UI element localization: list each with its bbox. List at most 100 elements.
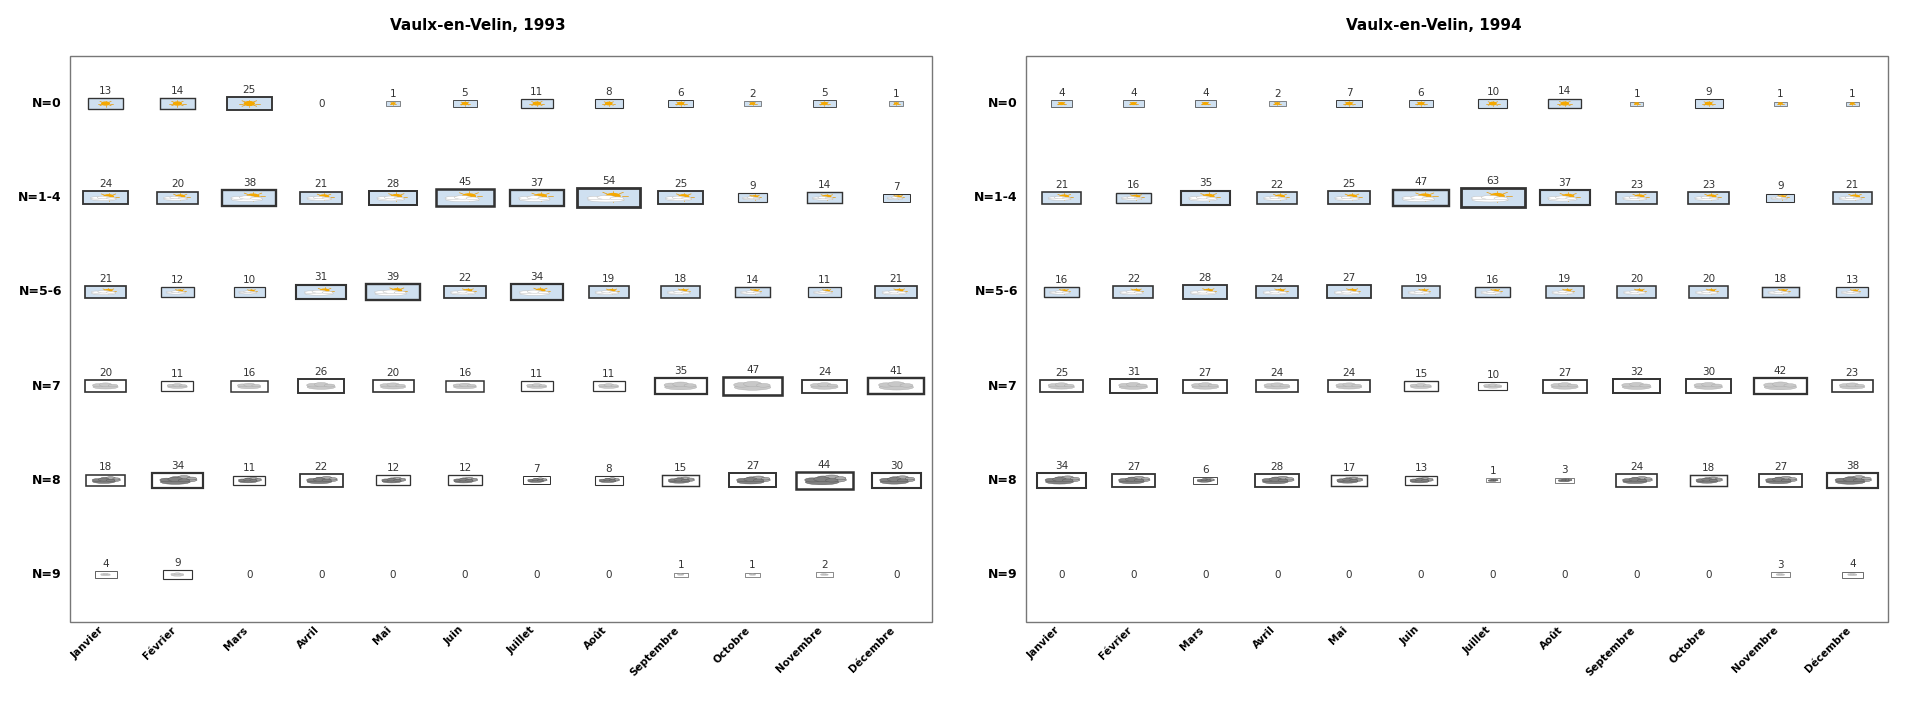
- Ellipse shape: [1119, 383, 1132, 387]
- Ellipse shape: [1774, 478, 1797, 482]
- Circle shape: [824, 290, 830, 292]
- FancyBboxPatch shape: [1113, 286, 1153, 298]
- Ellipse shape: [1702, 382, 1715, 387]
- Text: 21: 21: [315, 180, 327, 189]
- Ellipse shape: [826, 197, 834, 199]
- Text: 34: 34: [170, 461, 184, 470]
- Ellipse shape: [1765, 385, 1797, 390]
- Ellipse shape: [1191, 292, 1216, 295]
- Ellipse shape: [897, 475, 908, 480]
- Ellipse shape: [1126, 291, 1138, 293]
- Text: 9: 9: [1706, 87, 1711, 97]
- Circle shape: [1778, 103, 1782, 104]
- Ellipse shape: [537, 478, 543, 480]
- Ellipse shape: [667, 479, 677, 481]
- Ellipse shape: [308, 480, 333, 483]
- Ellipse shape: [308, 385, 335, 390]
- Text: 6: 6: [1203, 465, 1208, 475]
- Text: 7: 7: [893, 182, 901, 192]
- Circle shape: [1203, 195, 1214, 198]
- Ellipse shape: [1495, 480, 1497, 481]
- Ellipse shape: [533, 478, 539, 480]
- Text: 0: 0: [1130, 570, 1136, 579]
- Text: N=7: N=7: [33, 379, 61, 393]
- Ellipse shape: [1403, 198, 1434, 201]
- Text: 13: 13: [1415, 463, 1428, 473]
- Ellipse shape: [1120, 292, 1143, 294]
- Ellipse shape: [1788, 478, 1797, 480]
- Circle shape: [1489, 193, 1505, 199]
- Ellipse shape: [1558, 480, 1570, 482]
- Ellipse shape: [734, 385, 771, 390]
- Ellipse shape: [610, 292, 618, 293]
- Ellipse shape: [805, 478, 820, 482]
- Ellipse shape: [1271, 478, 1294, 482]
- Text: 9: 9: [1776, 182, 1784, 191]
- Text: 6: 6: [1417, 88, 1424, 98]
- FancyBboxPatch shape: [151, 473, 203, 488]
- Ellipse shape: [1767, 480, 1792, 483]
- Circle shape: [1780, 290, 1786, 292]
- Text: 25: 25: [1342, 180, 1356, 189]
- Text: 4: 4: [1203, 88, 1208, 98]
- Text: 0: 0: [1562, 570, 1568, 579]
- Ellipse shape: [677, 574, 681, 575]
- Text: 28: 28: [386, 179, 400, 188]
- Ellipse shape: [1566, 292, 1574, 293]
- Ellipse shape: [1637, 292, 1646, 293]
- Circle shape: [608, 289, 616, 292]
- Circle shape: [1637, 290, 1642, 292]
- Ellipse shape: [321, 197, 331, 199]
- Text: 18: 18: [1774, 274, 1788, 284]
- Ellipse shape: [614, 478, 619, 480]
- Text: 8: 8: [606, 87, 612, 97]
- FancyBboxPatch shape: [1763, 286, 1799, 297]
- Ellipse shape: [587, 196, 604, 200]
- Text: 19: 19: [1415, 274, 1428, 284]
- Ellipse shape: [172, 384, 182, 387]
- Ellipse shape: [98, 291, 109, 293]
- Ellipse shape: [1134, 292, 1143, 293]
- Ellipse shape: [1048, 198, 1071, 201]
- Ellipse shape: [1472, 198, 1509, 202]
- Text: N=1-4: N=1-4: [19, 191, 61, 204]
- Ellipse shape: [904, 477, 914, 480]
- FancyBboxPatch shape: [734, 286, 771, 297]
- Ellipse shape: [681, 292, 690, 293]
- Ellipse shape: [811, 384, 822, 387]
- Ellipse shape: [1489, 480, 1495, 481]
- Ellipse shape: [587, 198, 625, 202]
- Text: 20: 20: [386, 368, 400, 378]
- FancyBboxPatch shape: [1478, 382, 1507, 390]
- Text: 18: 18: [675, 274, 686, 284]
- FancyBboxPatch shape: [1549, 99, 1581, 108]
- Ellipse shape: [686, 478, 694, 480]
- Ellipse shape: [453, 384, 463, 387]
- FancyBboxPatch shape: [1193, 477, 1218, 484]
- Text: 27: 27: [1774, 462, 1788, 472]
- FancyBboxPatch shape: [228, 97, 272, 111]
- FancyBboxPatch shape: [1329, 380, 1369, 393]
- Circle shape: [751, 103, 755, 104]
- Ellipse shape: [1776, 574, 1780, 575]
- Ellipse shape: [1782, 479, 1792, 482]
- Ellipse shape: [461, 478, 468, 480]
- Ellipse shape: [1847, 291, 1855, 293]
- Ellipse shape: [1772, 382, 1788, 387]
- FancyBboxPatch shape: [728, 473, 776, 487]
- FancyBboxPatch shape: [809, 287, 841, 297]
- Ellipse shape: [1120, 291, 1130, 293]
- Ellipse shape: [1048, 385, 1075, 389]
- FancyBboxPatch shape: [1834, 192, 1872, 204]
- Ellipse shape: [1629, 291, 1640, 293]
- Circle shape: [1707, 195, 1715, 198]
- Ellipse shape: [239, 480, 258, 483]
- Ellipse shape: [168, 477, 184, 481]
- Ellipse shape: [308, 198, 331, 201]
- Ellipse shape: [1709, 292, 1717, 293]
- Ellipse shape: [1696, 291, 1706, 293]
- Circle shape: [1562, 194, 1574, 198]
- Text: 24: 24: [1631, 462, 1642, 472]
- Circle shape: [245, 102, 254, 105]
- Ellipse shape: [445, 198, 480, 201]
